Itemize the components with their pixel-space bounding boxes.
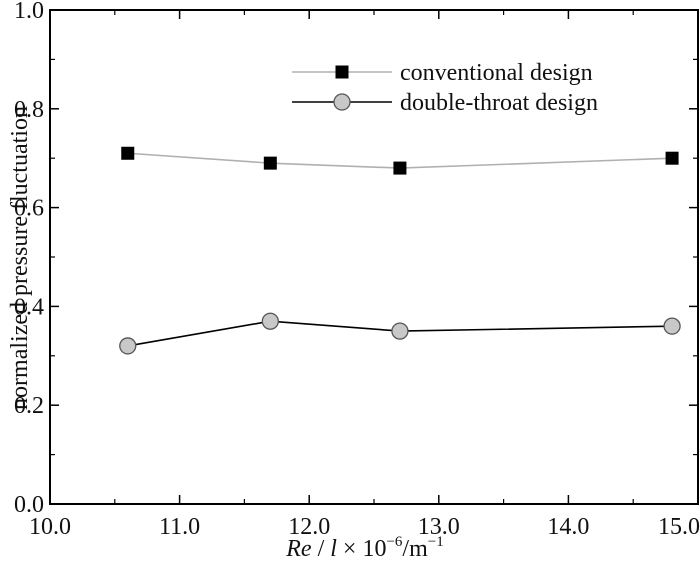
legend-label: double-throat design xyxy=(400,90,598,116)
x-tick-label: 13.0 xyxy=(418,514,460,540)
x-tick-label: 10.0 xyxy=(29,514,71,540)
y-axis-title: normalized pressure fluctuation xyxy=(7,106,33,410)
data-point xyxy=(663,317,681,335)
series-double-throat-design xyxy=(119,312,681,355)
legend: conventional design double-throat design xyxy=(292,60,598,116)
y-tick-label: 1.0 xyxy=(14,0,44,24)
x-tick-label: 14.0 xyxy=(547,514,589,540)
y-tick-label: 0.0 xyxy=(14,492,44,518)
legend-marker xyxy=(335,65,349,79)
series-line xyxy=(127,320,673,347)
x-tick-label: 12.0 xyxy=(288,514,330,540)
x-axis-title-exp2: −1 xyxy=(428,534,444,550)
data-point xyxy=(263,156,277,170)
series-line xyxy=(127,152,673,169)
legend-marker xyxy=(333,93,351,111)
series-conventional-design xyxy=(121,146,679,175)
legend-label: conventional design xyxy=(400,60,593,86)
x-axis-title-var: l xyxy=(330,536,337,562)
x-tick-label: 15.0 xyxy=(658,514,700,540)
data-point xyxy=(665,151,679,165)
y-tick-label: 0.2 xyxy=(14,393,44,419)
y-tick-label: 0.8 xyxy=(14,97,44,123)
series-layer xyxy=(119,146,681,355)
x-axis-title-exp1: −6 xyxy=(386,534,402,550)
legend-item: double-throat design xyxy=(292,90,598,116)
x-axis-title-sep: / xyxy=(312,536,331,562)
plot-area xyxy=(49,9,699,505)
x-tick-label: 11.0 xyxy=(159,514,200,540)
x-axis-title-re: Re xyxy=(285,536,312,562)
x-axis-title-mid: × 10 xyxy=(337,536,387,562)
y-tick-label: 0.6 xyxy=(14,196,44,222)
legend-item: conventional design xyxy=(292,60,593,86)
axis-ticks: 10.0 11.0 12.0 13.0 14.0 15.0 0.0 0.2 0.4 0.6 0.8 1… xyxy=(14,0,700,540)
data-point xyxy=(119,337,137,355)
y-tick-label: 0.4 xyxy=(14,294,44,320)
plot-frame xyxy=(49,9,699,505)
data-point xyxy=(261,312,279,330)
data-point xyxy=(391,322,409,340)
x-axis-title-unit: /m xyxy=(402,536,428,562)
data-point xyxy=(121,146,135,160)
x-axis-title: Re / l × 10−6/m−1 xyxy=(285,534,443,562)
data-point xyxy=(393,161,407,175)
